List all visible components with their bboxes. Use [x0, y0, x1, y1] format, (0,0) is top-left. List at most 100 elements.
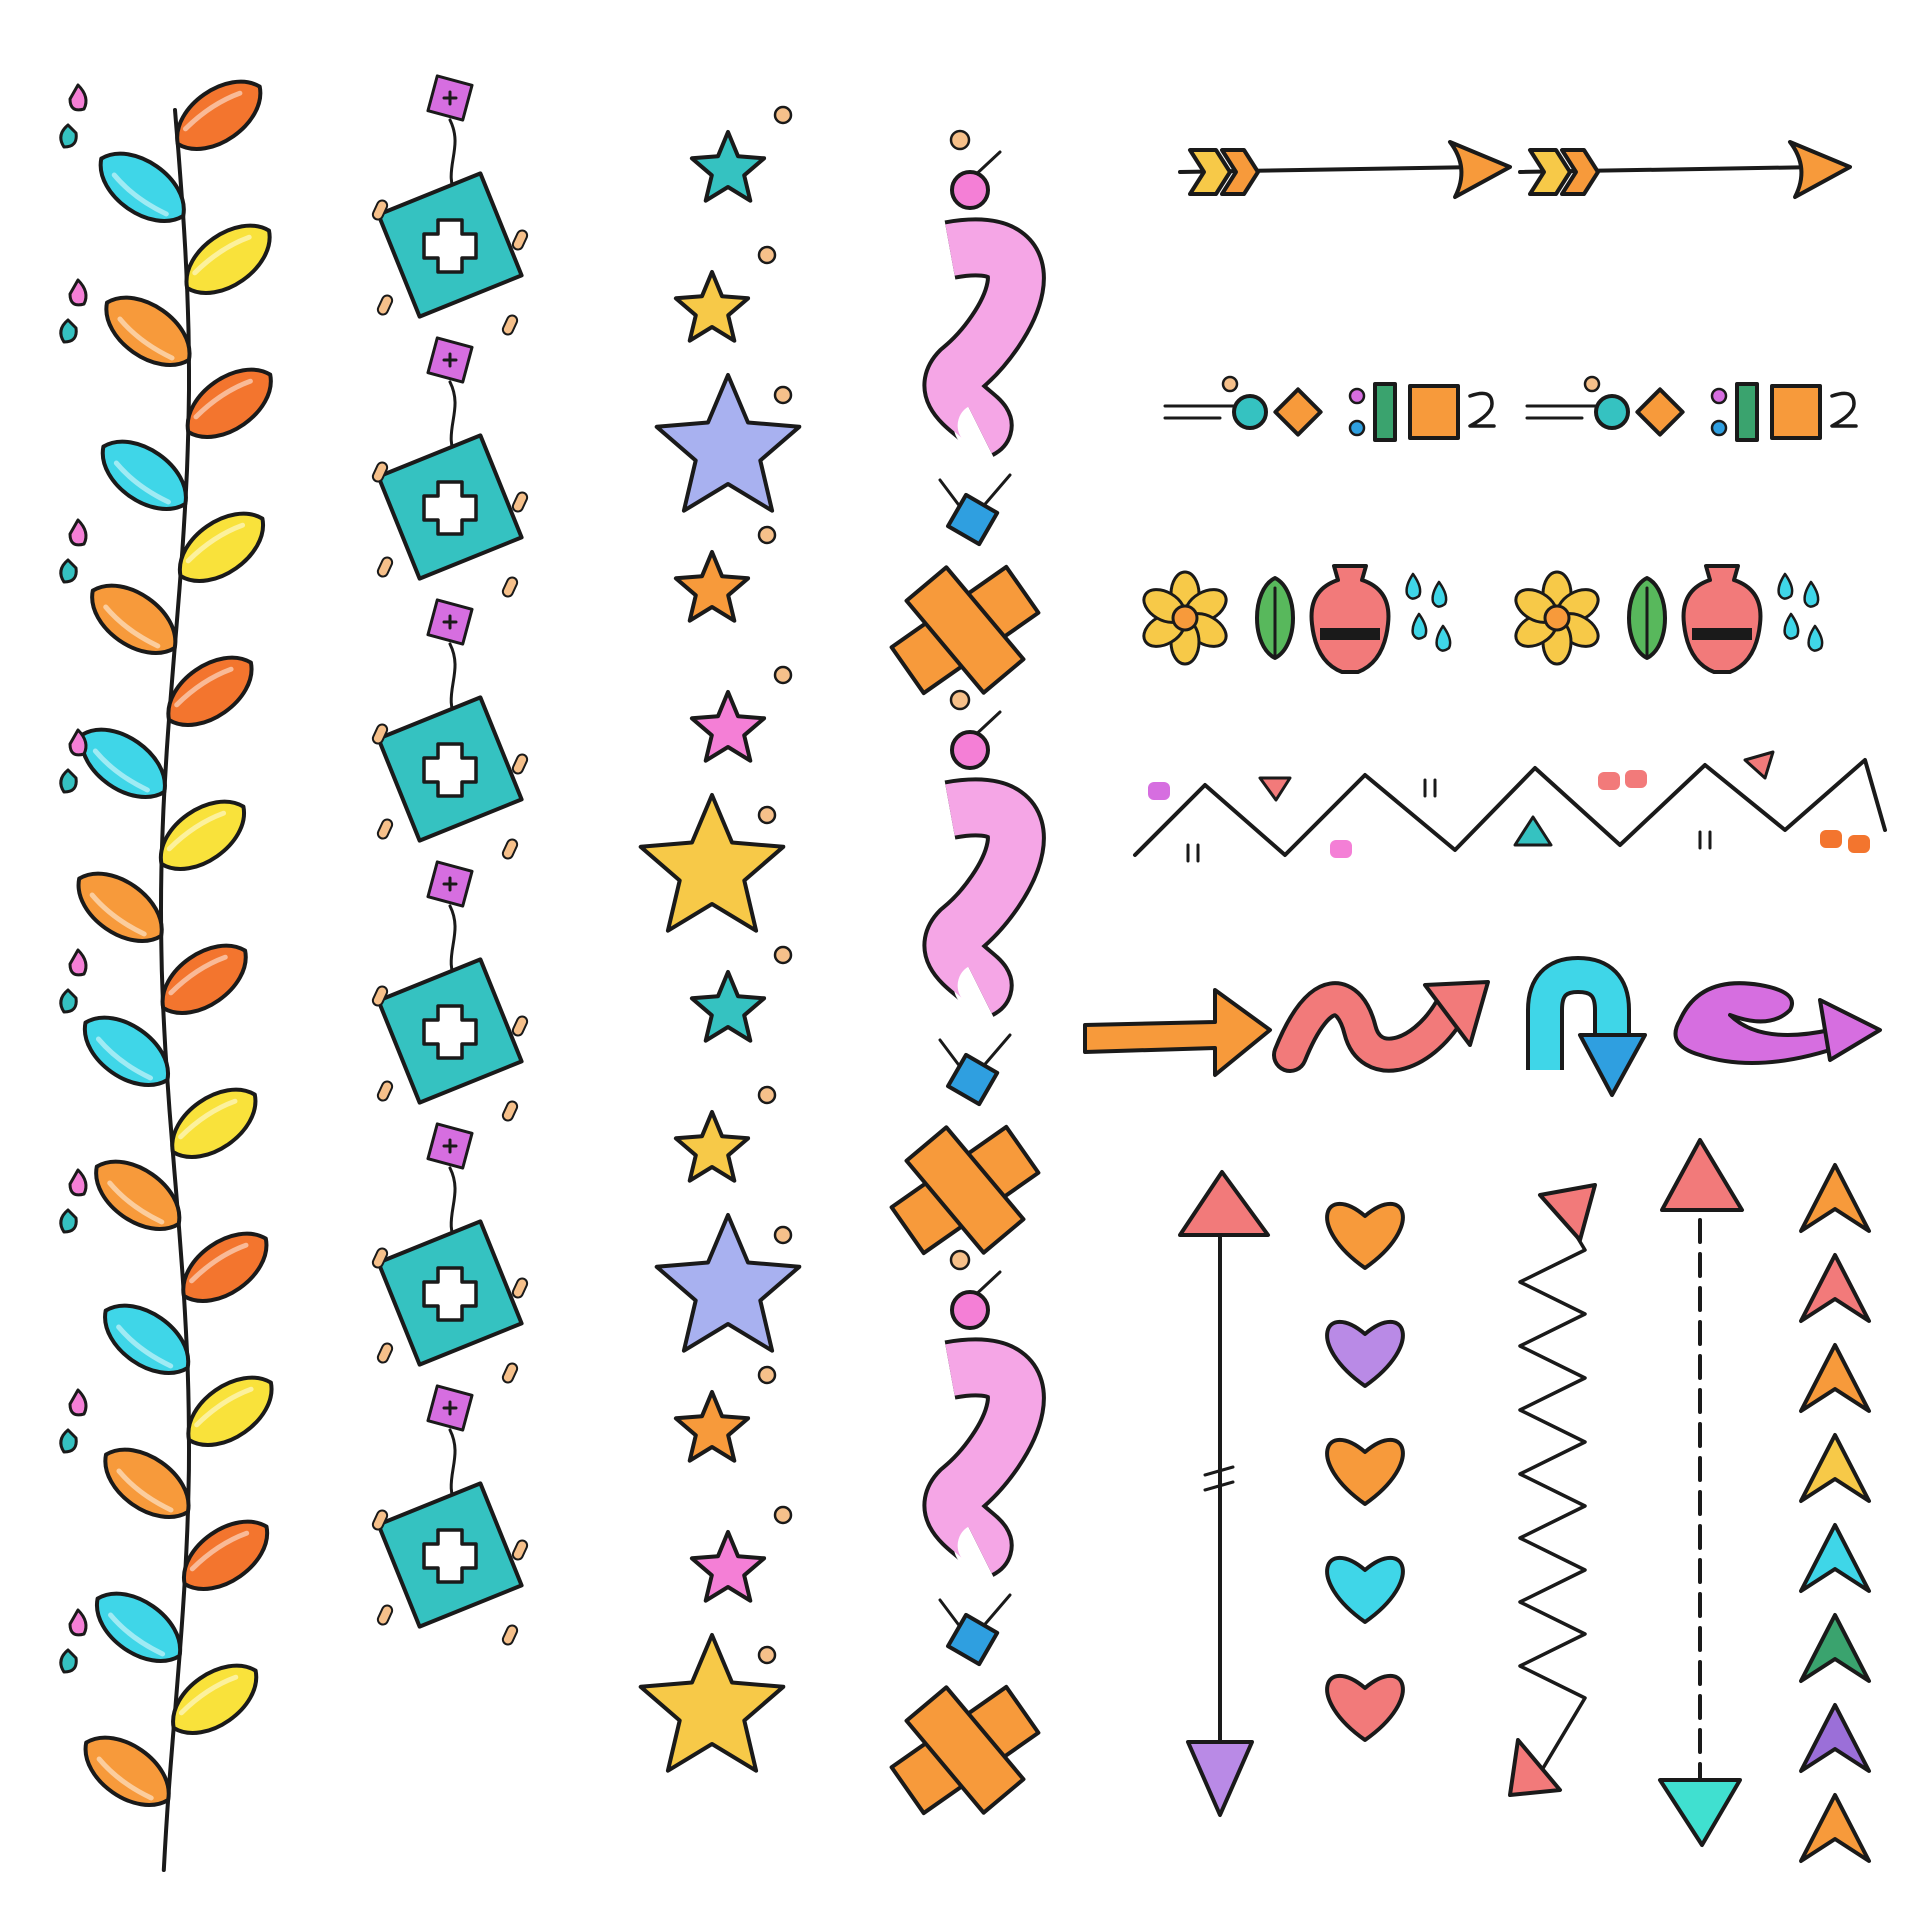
bandage-cross-icon: [889, 564, 1041, 696]
double-arrow-icon: [1178, 1170, 1270, 1817]
leaf: [184, 223, 272, 295]
feathered-arrow-icon: [1518, 140, 1852, 199]
square-node-icon: [946, 1052, 1000, 1107]
flower-leaf-vase-row: [1142, 564, 1824, 674]
dot: [757, 1365, 777, 1385]
star-icon: [689, 1530, 767, 1603]
heart-icon: [1325, 1556, 1405, 1624]
geometric-divider-icon: [1163, 375, 1496, 442]
brush-arrows-row: [1083, 955, 1882, 1097]
star-icon: [638, 793, 786, 933]
spark: [501, 1100, 519, 1122]
star-icon: [654, 1213, 802, 1353]
heart-icon: [1325, 1674, 1405, 1742]
straight-arrow-icon: [1083, 988, 1272, 1077]
dot: [773, 105, 793, 125]
spark: [376, 294, 394, 316]
spark: [501, 576, 519, 598]
star-icon: [673, 550, 751, 623]
droplet-pair: [59, 728, 88, 794]
circle-pin-icon: [950, 730, 990, 770]
diamond-cross-icon: [371, 860, 529, 1122]
spark: [511, 1277, 529, 1299]
triangle: [1743, 750, 1775, 780]
spark: [371, 199, 389, 221]
diamond-cross-icon: [371, 336, 529, 598]
droplet-pair: [59, 1388, 88, 1454]
squiggle-set: [889, 689, 1046, 1256]
dot: [773, 385, 793, 405]
paint-blob: [1148, 782, 1170, 800]
tick-marks: [1186, 843, 1200, 863]
squiggle-border: [889, 129, 1046, 1816]
bandage-cross-icon: [889, 1684, 1041, 1816]
spark: [511, 1015, 529, 1037]
spark: [371, 1247, 389, 1269]
droplet-pair: [59, 278, 88, 344]
circle-pin-icon: [950, 1290, 990, 1330]
chevron-up-icon: [1799, 1433, 1871, 1503]
spark: [371, 461, 389, 483]
squiggle-set: [889, 1249, 1046, 1816]
spark: [501, 1362, 519, 1384]
spark: [501, 838, 519, 860]
leaf: [186, 1375, 274, 1447]
loop-arrow-icon: [1673, 981, 1882, 1065]
dot: [757, 525, 777, 545]
star-icon: [638, 1633, 786, 1773]
spark: [376, 1080, 394, 1102]
zigzag-icon: [1133, 758, 1887, 857]
leaf: [185, 367, 273, 439]
droplet-pair: [59, 948, 88, 1014]
feathered-arrows-row: [1178, 140, 1852, 199]
spark: [511, 491, 529, 513]
leaf: [182, 1519, 270, 1591]
leaf-icon: [1627, 576, 1667, 660]
diamond-cross-icon: [371, 598, 529, 860]
dot: [773, 1505, 793, 1525]
paint-blob: [1848, 835, 1870, 853]
chevron-up-icon: [1799, 1163, 1871, 1233]
vase-icon: [1681, 564, 1763, 674]
square-node-icon: [946, 1612, 1000, 1667]
chevron-up-icon: [1799, 1613, 1871, 1683]
spark: [511, 1539, 529, 1561]
leaf: [83, 1735, 171, 1807]
leaf: [103, 1447, 191, 1519]
spark: [371, 723, 389, 745]
zigzag-mountains-row: [1133, 750, 1887, 863]
star-icon: [654, 373, 802, 513]
flower-icon: [1514, 570, 1600, 666]
dashed-double-arrow-icon: [1658, 1138, 1744, 1847]
leaf: [90, 583, 178, 655]
dot: [757, 805, 777, 825]
vertical-decor-group: [1178, 1138, 1871, 1863]
leaf-vine-border: [59, 79, 274, 1872]
spark: [371, 1509, 389, 1531]
squiggle-set: [889, 129, 1046, 696]
geometric-divider-icon: [1525, 375, 1858, 442]
droplet-pair: [59, 1168, 88, 1234]
chevron-up-icon: [1799, 1523, 1871, 1593]
leaf: [177, 511, 265, 583]
droplets-icon: [1405, 572, 1452, 652]
leaf: [100, 439, 188, 511]
heart-icon: [1325, 1320, 1405, 1388]
spark: [511, 753, 529, 775]
star-icon: [689, 690, 767, 763]
dot: [773, 665, 793, 685]
leaf: [98, 151, 186, 223]
spark: [376, 1604, 394, 1626]
dot: [757, 1645, 777, 1665]
droplet-pair: [59, 1608, 88, 1674]
leaf-icon: [1255, 576, 1295, 660]
chevron-up-icon: [1799, 1703, 1871, 1773]
leaf: [166, 655, 254, 727]
feathered-arrow-icon: [1178, 140, 1512, 199]
diamond-cross-border: [371, 74, 529, 1646]
leaf: [171, 1663, 259, 1735]
triangle: [1513, 815, 1553, 847]
spark: [371, 985, 389, 1007]
wavy-arrow-icon: [1272, 980, 1490, 1073]
